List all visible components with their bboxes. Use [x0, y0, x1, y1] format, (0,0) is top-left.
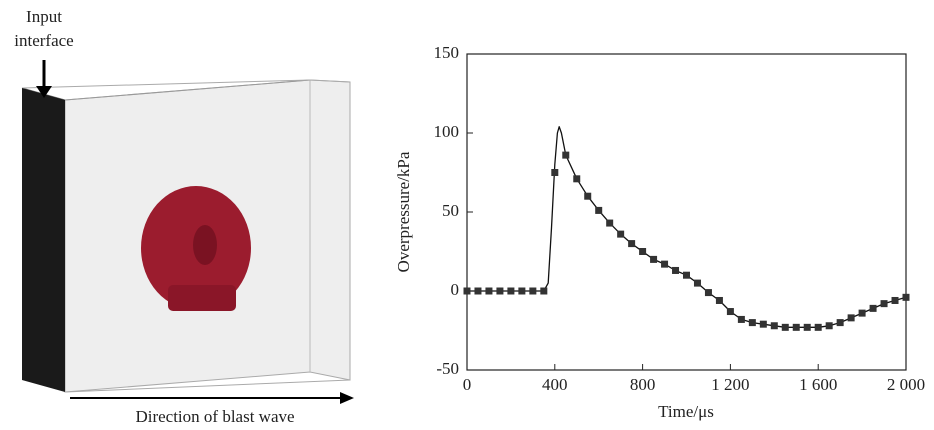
x-tick-label: 1 200: [711, 375, 749, 394]
y-tick-label: 150: [434, 43, 460, 62]
marker: [683, 271, 690, 279]
marker: [792, 323, 800, 331]
marker: [639, 248, 647, 255]
x-tick-label: 400: [542, 375, 568, 394]
marker: [814, 323, 822, 331]
marker: [869, 304, 877, 312]
marker: [606, 219, 614, 227]
marker: [803, 323, 811, 331]
input-arrow-head: [36, 86, 52, 98]
marker: [748, 319, 756, 327]
input-label: Input: [26, 7, 62, 26]
neck: [168, 285, 236, 311]
marker: [880, 300, 888, 308]
marker: [858, 309, 866, 317]
y-axis-label: Overpressure/kPa: [394, 151, 413, 272]
input-interface-layer: [22, 88, 65, 392]
x-tick-label: 2 000: [887, 375, 925, 394]
direction-arrow-head: [340, 392, 354, 404]
marker: [847, 314, 855, 322]
marker: [836, 319, 844, 327]
marker: [704, 289, 712, 297]
marker: [485, 287, 493, 295]
marker: [759, 320, 767, 328]
marker: [628, 240, 636, 248]
x-tick-label: 800: [630, 375, 656, 394]
marker: [540, 287, 548, 295]
marker: [573, 175, 581, 183]
marker: [715, 296, 723, 304]
marker: [770, 322, 778, 330]
edge: [64, 79, 311, 101]
y-tick-label: 100: [434, 122, 460, 141]
y-tick-label: 50: [442, 201, 459, 220]
marker: [891, 296, 899, 304]
marker: [617, 230, 625, 238]
marker: [529, 287, 537, 295]
x-tick-label: 1 600: [799, 375, 837, 394]
marker: [661, 260, 669, 268]
input-label: interface: [14, 31, 73, 50]
marker: [474, 287, 482, 295]
direction-label: Direction of blast wave: [135, 407, 294, 426]
ear: [193, 225, 217, 265]
marker: [595, 206, 603, 214]
marker: [781, 323, 789, 331]
marker: [825, 322, 833, 330]
marker: [496, 287, 504, 295]
marker: [693, 279, 701, 287]
marker: [737, 315, 745, 323]
marker: [507, 287, 515, 295]
blast-domain: Input interface Direction of blast wave: [14, 7, 354, 426]
x-axis-label: Time/μs: [658, 402, 714, 421]
line: [467, 126, 907, 328]
marker: [650, 255, 658, 263]
edge: [21, 79, 311, 89]
marker: [902, 293, 910, 301]
marker: [463, 287, 471, 295]
marker: [672, 266, 680, 274]
marker: [518, 287, 526, 295]
y-tick-label: 0: [451, 280, 460, 299]
y-tick-label: -50: [436, 359, 459, 378]
marker: [551, 169, 559, 176]
marker: [584, 192, 592, 200]
x-tick-label: 0: [463, 375, 472, 394]
marker: [562, 151, 570, 159]
edge: [309, 79, 351, 83]
edge: [64, 379, 351, 393]
marker: [726, 308, 734, 316]
